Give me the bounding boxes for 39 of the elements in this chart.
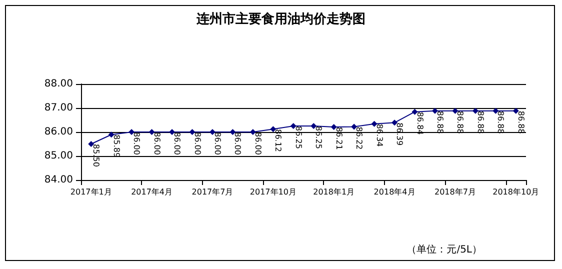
data-label: 86.00 bbox=[132, 132, 142, 155]
point bbox=[88, 141, 94, 147]
data-label: 86.00 bbox=[192, 132, 202, 155]
point bbox=[432, 108, 438, 114]
data-label: 86.00 bbox=[172, 132, 182, 155]
data-label: 86.39 bbox=[395, 122, 404, 146]
data-label: 86.21 bbox=[334, 126, 344, 150]
data-label: 86.00 bbox=[253, 132, 262, 155]
point bbox=[512, 108, 519, 114]
data-label: 86.00 bbox=[212, 132, 222, 155]
point bbox=[108, 132, 114, 138]
point bbox=[310, 123, 317, 129]
point bbox=[472, 108, 478, 114]
point bbox=[290, 123, 296, 129]
point bbox=[412, 108, 418, 115]
point bbox=[330, 124, 337, 130]
point bbox=[371, 120, 378, 127]
y-tick-label: 86.00 bbox=[44, 126, 73, 138]
text: （单位：元/5L） bbox=[406, 244, 482, 256]
data-label: 85.50 bbox=[92, 144, 101, 167]
x-tick-label: 2017年10月 bbox=[250, 188, 296, 196]
y-tick-label: 87.00 bbox=[44, 102, 73, 114]
x-tick-label: 2017年4月 bbox=[131, 188, 173, 196]
data-label: 86.22 bbox=[354, 126, 364, 150]
y-tick-label: 88.00 bbox=[44, 78, 73, 90]
x-tick-label: 2018年1月 bbox=[313, 188, 355, 196]
chart-title: 连州市主要食用油均价走势图 bbox=[196, 11, 366, 27]
data-label: 86.00 bbox=[152, 132, 162, 155]
point bbox=[189, 129, 196, 135]
point bbox=[148, 129, 155, 135]
data-label: 86.00 bbox=[233, 132, 242, 155]
x-tick-label: 2017年7月 bbox=[192, 188, 234, 196]
x-tick-label: 2017年1月 bbox=[70, 188, 112, 196]
y-tick-label: 85.00 bbox=[44, 150, 73, 162]
y-tick-label: 84.00 bbox=[44, 174, 73, 186]
x-tick-label: 2018年4月 bbox=[374, 188, 416, 196]
x-tick-label: 2018年10月 bbox=[492, 188, 540, 196]
point bbox=[230, 129, 236, 135]
x-tick-label: 2018年7月 bbox=[434, 188, 476, 196]
